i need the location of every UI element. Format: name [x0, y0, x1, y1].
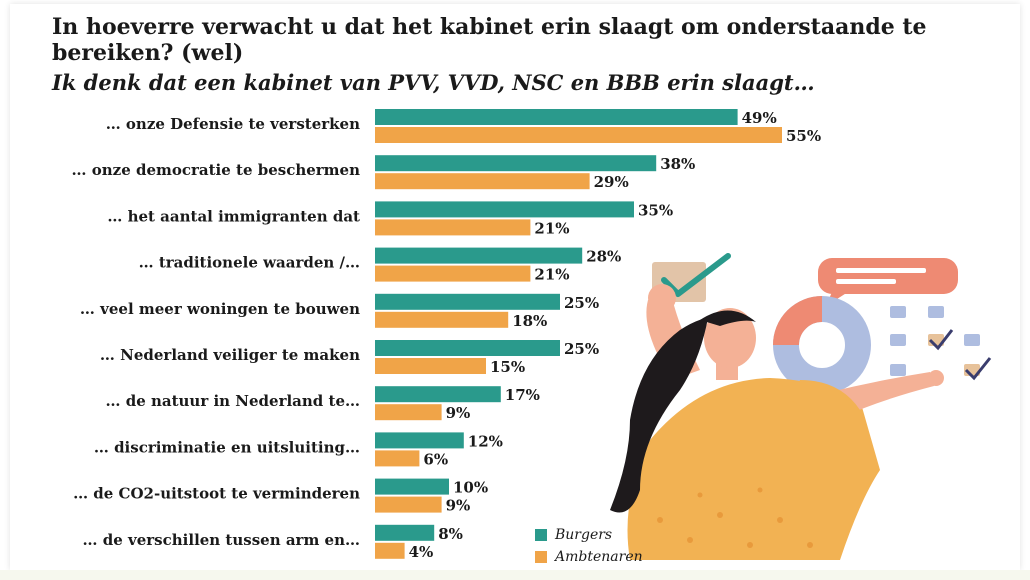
bar-ambtenaren	[375, 311, 509, 328]
value-label: 38%	[660, 155, 695, 173]
value-label: 49%	[742, 109, 777, 127]
category-label: … de natuur in Nederland te…	[106, 392, 361, 410]
bar-ambtenaren	[375, 450, 420, 467]
category-label: … Nederland veiliger te maken	[100, 346, 360, 364]
value-label: 18%	[512, 312, 547, 330]
value-label: 12%	[468, 432, 503, 450]
bar-burgers	[375, 432, 464, 449]
category-label: … veel meer woningen te bouwen	[80, 300, 360, 318]
value-label: 28%	[586, 248, 621, 266]
bar-burgers	[375, 155, 657, 172]
bar-ambtenaren	[375, 219, 531, 236]
legend-swatch-burgers	[535, 529, 547, 541]
value-label: 4%	[409, 543, 434, 561]
value-label: 6%	[423, 450, 448, 468]
legend-label-ambtenaren: Ambtenaren	[555, 549, 643, 565]
value-label: 9%	[446, 404, 471, 422]
illustration-woman	[610, 253, 992, 560]
value-label: 15%	[490, 358, 525, 376]
category-label: … de verschillen tussen arm en…	[83, 531, 360, 549]
category-label: … onze Defensie te versterken	[106, 115, 360, 133]
category-label: … het aantal immigranten dat	[107, 207, 360, 225]
legend-swatch-ambtenaren	[535, 551, 547, 563]
legend-item-ambtenaren: Ambtenaren	[535, 546, 643, 568]
bar-burgers	[375, 386, 501, 403]
bar-burgers	[375, 247, 583, 264]
bar-ambtenaren	[375, 358, 486, 374]
bar-ambtenaren	[375, 496, 442, 513]
legend: Burgers Ambtenaren	[535, 524, 643, 568]
category-label: … onze democratie te beschermen	[72, 161, 361, 179]
checklist-icon	[890, 306, 992, 381]
bar-burgers	[375, 340, 560, 356]
value-label: 21%	[534, 219, 569, 237]
value-label: 55%	[786, 127, 821, 145]
value-label: 25%	[564, 340, 599, 358]
value-label: 21%	[534, 266, 569, 284]
speech-bubble-icon	[818, 258, 958, 294]
chart-title: In hoeverre verwacht u dat het kabinet e…	[52, 14, 927, 66]
category-label: … traditionele waarden /…	[139, 254, 360, 272]
bar-burgers	[375, 478, 449, 495]
value-label: 8%	[438, 525, 463, 543]
value-label: 10%	[453, 479, 488, 497]
bar-burgers	[375, 524, 435, 541]
chart-subtitle: Ik denk dat een kabinet van PVV, VVD, NS…	[52, 70, 815, 95]
bar-ambtenaren	[375, 404, 442, 421]
legend-item-burgers: Burgers	[535, 524, 643, 546]
bar-ambtenaren	[375, 265, 531, 282]
value-label: 25%	[564, 294, 599, 312]
bottom-strip	[0, 570, 1030, 580]
bar-ambtenaren	[375, 173, 590, 190]
value-label: 17%	[505, 386, 540, 404]
bar-ambtenaren	[375, 542, 405, 559]
category-label: … discriminatie en uitsluiting…	[94, 438, 360, 456]
legend-label-burgers: Burgers	[555, 527, 613, 543]
value-label: 35%	[638, 201, 673, 219]
bar-burgers	[375, 293, 560, 310]
bar-ambtenaren	[375, 127, 782, 143]
bar-burgers	[375, 201, 634, 218]
bar-burgers	[375, 109, 738, 125]
value-label: 29%	[594, 173, 629, 191]
category-label: … de CO2-uitstoot te verminderen	[73, 485, 360, 503]
donut-chart-icon	[773, 296, 871, 394]
value-label: 9%	[446, 497, 471, 515]
